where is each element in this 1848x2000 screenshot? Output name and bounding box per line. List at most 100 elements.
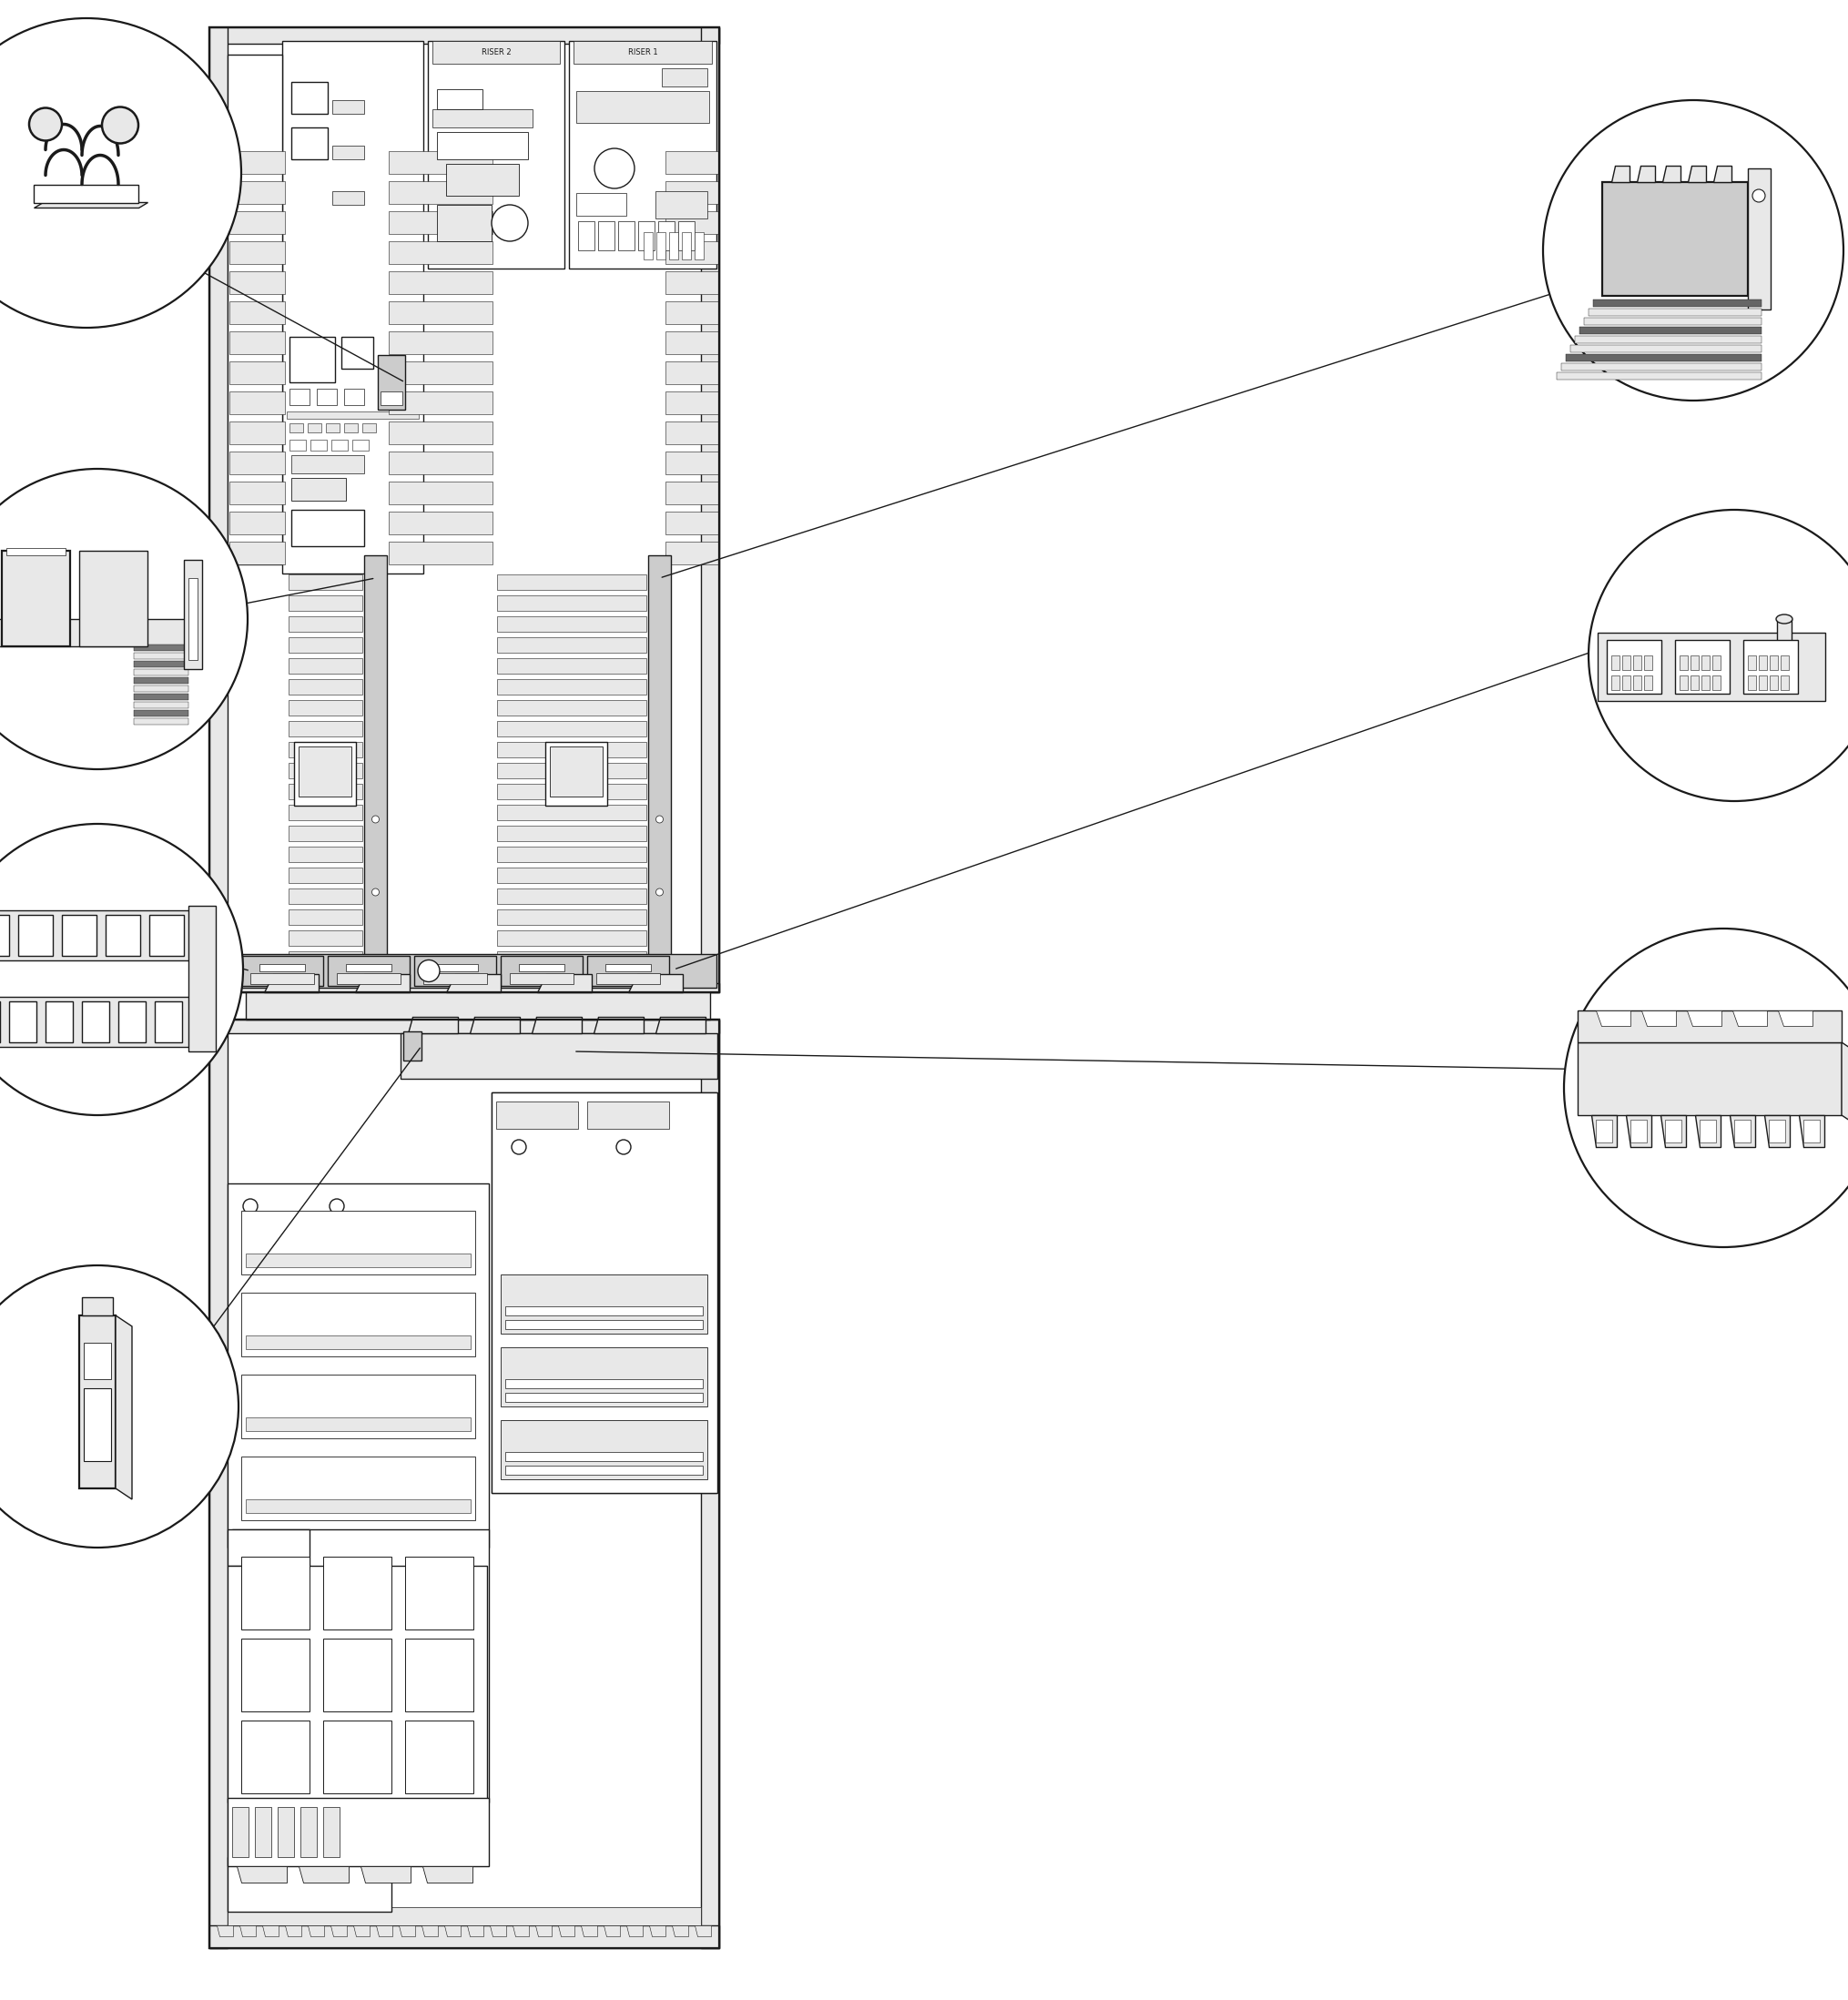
Polygon shape bbox=[497, 762, 647, 778]
Circle shape bbox=[371, 816, 379, 822]
Polygon shape bbox=[240, 1292, 475, 1356]
Polygon shape bbox=[573, 40, 711, 64]
Polygon shape bbox=[229, 392, 285, 414]
Polygon shape bbox=[346, 964, 392, 972]
Polygon shape bbox=[288, 616, 362, 632]
Polygon shape bbox=[388, 392, 492, 414]
Polygon shape bbox=[288, 574, 362, 590]
Circle shape bbox=[0, 824, 242, 1116]
Polygon shape bbox=[362, 424, 375, 432]
Polygon shape bbox=[355, 974, 410, 992]
Polygon shape bbox=[1743, 640, 1796, 694]
Polygon shape bbox=[388, 542, 492, 564]
Polygon shape bbox=[1591, 1116, 1615, 1148]
Polygon shape bbox=[665, 152, 719, 174]
Polygon shape bbox=[1574, 336, 1761, 344]
Polygon shape bbox=[116, 1316, 131, 1500]
Polygon shape bbox=[246, 1500, 471, 1512]
Polygon shape bbox=[388, 362, 492, 384]
Polygon shape bbox=[292, 478, 346, 500]
Polygon shape bbox=[323, 1720, 392, 1794]
Polygon shape bbox=[665, 542, 719, 564]
Polygon shape bbox=[536, 1926, 551, 1936]
Polygon shape bbox=[1556, 372, 1761, 380]
Polygon shape bbox=[1595, 1010, 1630, 1026]
Polygon shape bbox=[1621, 676, 1630, 690]
Polygon shape bbox=[229, 182, 285, 204]
Polygon shape bbox=[325, 424, 340, 432]
Polygon shape bbox=[1661, 166, 1680, 182]
Polygon shape bbox=[133, 718, 188, 724]
Polygon shape bbox=[532, 1016, 582, 1034]
Polygon shape bbox=[1711, 676, 1720, 690]
Polygon shape bbox=[432, 964, 477, 972]
Circle shape bbox=[30, 108, 61, 140]
Polygon shape bbox=[188, 578, 198, 660]
Polygon shape bbox=[188, 906, 216, 1052]
Polygon shape bbox=[288, 762, 362, 778]
Polygon shape bbox=[364, 556, 386, 992]
Polygon shape bbox=[649, 1926, 665, 1936]
Polygon shape bbox=[432, 110, 532, 128]
Polygon shape bbox=[240, 1638, 309, 1712]
Polygon shape bbox=[133, 702, 188, 708]
Polygon shape bbox=[155, 1002, 181, 1042]
Circle shape bbox=[329, 1198, 344, 1214]
Polygon shape bbox=[229, 482, 285, 504]
Polygon shape bbox=[1776, 620, 1791, 674]
Polygon shape bbox=[1728, 1116, 1754, 1148]
Ellipse shape bbox=[1776, 614, 1791, 624]
Circle shape bbox=[656, 888, 663, 896]
Polygon shape bbox=[1733, 1120, 1750, 1142]
Polygon shape bbox=[1560, 364, 1761, 370]
Polygon shape bbox=[569, 40, 715, 268]
Polygon shape bbox=[501, 1420, 708, 1480]
Polygon shape bbox=[294, 742, 357, 806]
Polygon shape bbox=[602, 1926, 619, 1936]
Polygon shape bbox=[105, 914, 140, 956]
Polygon shape bbox=[1635, 166, 1654, 182]
Polygon shape bbox=[656, 192, 708, 218]
Polygon shape bbox=[638, 222, 654, 250]
Polygon shape bbox=[1595, 1120, 1611, 1142]
Polygon shape bbox=[678, 222, 695, 250]
Polygon shape bbox=[1769, 676, 1778, 690]
Polygon shape bbox=[1569, 346, 1761, 352]
Polygon shape bbox=[388, 152, 492, 174]
Polygon shape bbox=[1576, 1010, 1841, 1042]
Polygon shape bbox=[229, 452, 285, 474]
Polygon shape bbox=[510, 974, 573, 984]
Polygon shape bbox=[427, 40, 564, 268]
Polygon shape bbox=[700, 1020, 719, 1948]
Polygon shape bbox=[133, 710, 188, 716]
Polygon shape bbox=[505, 1392, 702, 1402]
Polygon shape bbox=[1576, 1042, 1841, 1116]
Polygon shape bbox=[229, 272, 285, 294]
Polygon shape bbox=[33, 184, 139, 202]
Polygon shape bbox=[264, 974, 318, 992]
Polygon shape bbox=[497, 742, 647, 758]
Polygon shape bbox=[209, 28, 719, 44]
Polygon shape bbox=[405, 1556, 473, 1630]
Polygon shape bbox=[1665, 1120, 1680, 1142]
Polygon shape bbox=[403, 1032, 421, 1060]
Polygon shape bbox=[288, 720, 362, 736]
Polygon shape bbox=[497, 658, 647, 674]
Polygon shape bbox=[240, 1456, 475, 1520]
Polygon shape bbox=[233, 954, 715, 988]
Polygon shape bbox=[292, 456, 364, 474]
Polygon shape bbox=[83, 1342, 111, 1380]
Polygon shape bbox=[133, 694, 188, 700]
Polygon shape bbox=[1778, 1010, 1811, 1026]
Polygon shape bbox=[497, 680, 647, 694]
Polygon shape bbox=[1610, 656, 1619, 670]
Text: RISER 2: RISER 2 bbox=[480, 48, 510, 56]
Polygon shape bbox=[580, 1926, 597, 1936]
Polygon shape bbox=[298, 746, 351, 796]
Polygon shape bbox=[229, 302, 285, 324]
Polygon shape bbox=[290, 440, 305, 450]
Polygon shape bbox=[656, 1016, 706, 1034]
Polygon shape bbox=[216, 1926, 233, 1936]
Polygon shape bbox=[0, 914, 9, 956]
Polygon shape bbox=[292, 82, 327, 114]
